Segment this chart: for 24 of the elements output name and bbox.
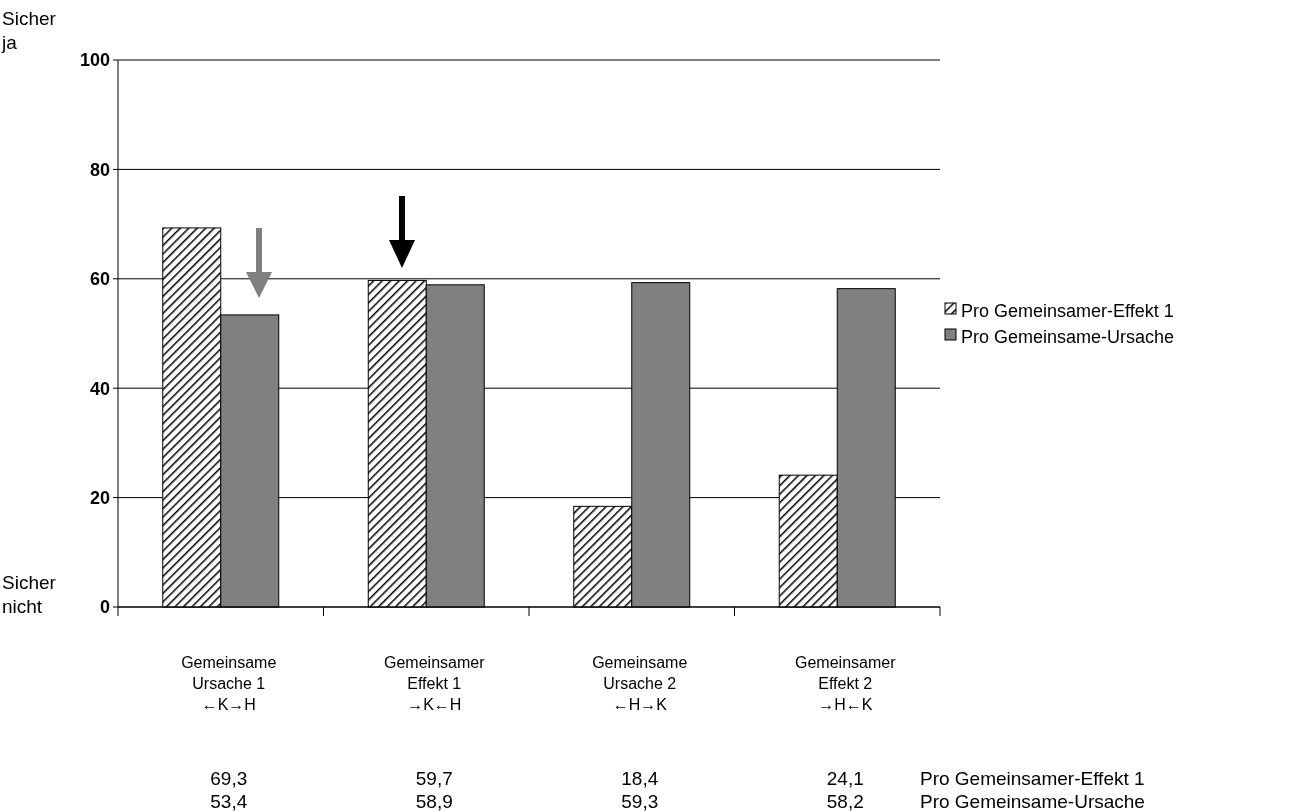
text: Sicher nicht <box>2 572 57 617</box>
text: Pro Gemeinsamer-Effekt 1 <box>920 768 1145 789</box>
x-tick-label: Gemeinsamer Effekt 2 →H←K <box>795 654 897 713</box>
data-label: 53,4 <box>210 791 248 812</box>
text: Pro Gemeinsame-Ursache <box>920 791 1145 812</box>
text: Sicher ja <box>1 8 57 53</box>
y-tick-label: 20 <box>89 487 110 508</box>
legend-label: Pro Gemeinsame-Ursache <box>961 327 1175 348</box>
y-tick-label: 60 <box>89 269 110 290</box>
y-tick-label: 0 <box>99 597 110 618</box>
data-label: 18,4 <box>621 768 659 789</box>
y-tick-label: 100 <box>79 50 110 71</box>
legend-label: Pro Gemeinsamer-Effekt 1 <box>961 301 1174 322</box>
data-label: 24,1 <box>826 768 864 789</box>
y-tick-label: 40 <box>89 378 110 399</box>
x-tick-label: Gemeinsame Ursache 1 ←K→H <box>181 654 277 713</box>
x-tick-label: Gemeinsamer Effekt 1 →K←H <box>384 654 486 713</box>
data-label: 59,7 <box>415 768 453 789</box>
data-label: 58,2 <box>826 791 864 812</box>
data-label: 58,9 <box>415 791 453 812</box>
data-label: 59,3 <box>621 791 659 812</box>
x-tick-label: Gemeinsame Ursache 2 ←H→K <box>592 654 688 713</box>
data-label: 69,3 <box>210 768 248 789</box>
y-tick-label: 80 <box>89 159 110 180</box>
